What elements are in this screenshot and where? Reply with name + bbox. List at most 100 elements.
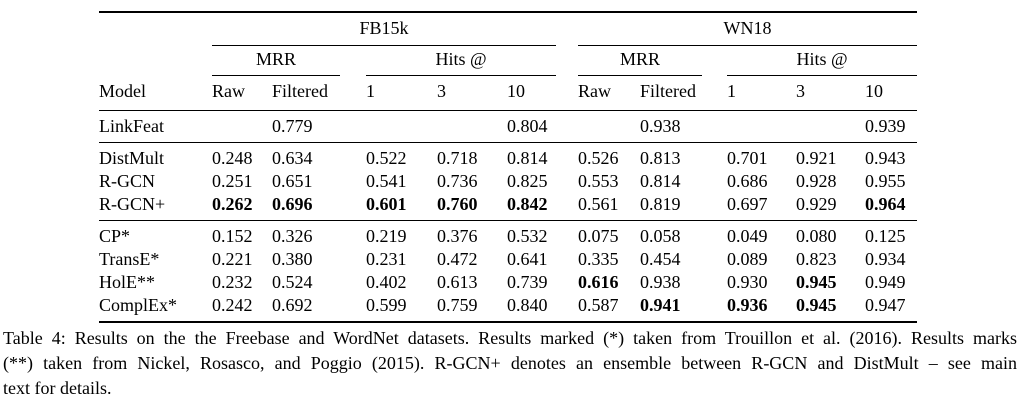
table-row: R-GCN+ 0.262 0.696 0.601 0.760 0.842 0.561 0.81…	[99, 193, 917, 221]
value-cell: 0.221	[212, 249, 253, 269]
table-row: R-GCN 0.251 0.651 0.541 0.736 0.825 0.553 0.814…	[99, 170, 917, 193]
value-cell: 0.939	[865, 110, 917, 143]
value-cell: 0.242	[212, 295, 253, 315]
value-cell: 0.335	[578, 249, 619, 269]
column-header-wn-hits1: 1	[727, 75, 796, 111]
subgroup-header-row: MRR Hits @ MRR Hits @	[99, 45, 917, 76]
value-cell: 0.825	[507, 171, 548, 191]
value-cell: 0.941	[640, 295, 681, 315]
value-cell: 0.697	[727, 193, 796, 221]
value-cell: 0.964	[865, 193, 917, 221]
column-gap	[702, 294, 727, 322]
value-cell: 0.928	[796, 171, 837, 191]
value-cell: 0.125	[865, 226, 906, 246]
subgroup-spacer	[99, 46, 212, 76]
column-gap	[556, 221, 578, 249]
column-header-row: Model Raw Filtered 1 3 10 Raw Filtered 1…	[99, 75, 917, 111]
column-header-wn-hits3: 3	[796, 75, 865, 111]
value-cell: 0.058	[640, 226, 681, 246]
model-name: DistMult	[99, 148, 165, 168]
value-cell: 0.686	[727, 171, 768, 191]
table-caption: Table 4: Results on the the Freebase and…	[3, 326, 1017, 401]
value-cell: 0.232	[212, 272, 253, 292]
group-header-fb15k: FB15k	[212, 12, 556, 46]
column-gap	[556, 75, 578, 111]
value-cell: 0.718	[437, 148, 478, 168]
value-cell: 0.739	[507, 272, 548, 292]
value-cell: 0.823	[796, 249, 837, 269]
column-gap	[340, 75, 366, 111]
column-gap	[340, 271, 366, 294]
subgroup-fb-hits: Hits @	[366, 45, 556, 76]
table-header: FB15k WN18 MRR Hits @ MRR Hits @ Model R…	[99, 12, 917, 111]
model-name: LinkFeat	[99, 110, 212, 143]
value-cell: 0.936	[727, 295, 768, 315]
column-gap	[702, 193, 727, 221]
value-cell: 0.075	[578, 226, 619, 246]
column-header-fb-hits1: 1	[366, 75, 437, 111]
value-cell: 0.522	[366, 148, 407, 168]
column-gap	[702, 221, 727, 249]
column-gap	[340, 110, 366, 143]
caption-line: (**) taken from Nickel, Rosasco, and Pog…	[3, 353, 1017, 373]
value-cell: 0.651	[272, 171, 313, 191]
value-cell: 0.814	[507, 148, 548, 168]
value-cell: 0.945	[796, 272, 837, 292]
subgroup-gap	[340, 46, 366, 76]
column-gap	[702, 248, 727, 271]
column-header-wn-raw: Raw	[578, 75, 640, 111]
value-cell: 0.819	[640, 193, 702, 221]
table-row: TransE* 0.221 0.380 0.231 0.472 0.641 0.335 0.4…	[99, 248, 917, 271]
table-row: ComplEx* 0.242 0.692 0.599 0.759 0.840 0.587 0.…	[99, 294, 917, 322]
value-cell: 0.049	[727, 226, 768, 246]
table-row: HolE** 0.232 0.524 0.402 0.613 0.739 0.616 0.93…	[99, 271, 917, 294]
column-gap	[702, 110, 727, 143]
results-table: FB15k WN18 MRR Hits @ MRR Hits @ Model R…	[99, 11, 917, 323]
subgroup-wn-hits: Hits @	[727, 45, 917, 76]
value-cell: 0.376	[437, 226, 478, 246]
value-cell: 0.616	[578, 272, 619, 292]
column-gap	[340, 248, 366, 271]
model-name: R-GCN+	[99, 193, 212, 221]
model-name: TransE*	[99, 249, 160, 269]
value-cell: 0.696	[272, 193, 340, 221]
value-cell: 0.219	[366, 226, 407, 246]
value-cell: 0.943	[865, 148, 906, 168]
value-cell: 0.541	[366, 171, 407, 191]
column-header-fb-hits3: 3	[437, 75, 507, 111]
value-cell: 0.080	[796, 226, 837, 246]
column-gap	[556, 193, 578, 221]
column-gap	[702, 143, 727, 171]
group-header-row: FB15k WN18	[99, 12, 917, 46]
value-cell: 0.736	[437, 171, 478, 191]
model-name: CP*	[99, 226, 131, 246]
value-cell: 0.472	[437, 249, 478, 269]
value-cell	[212, 110, 272, 143]
column-gap	[702, 271, 727, 294]
column-gap	[702, 75, 727, 111]
value-cell: 0.454	[640, 249, 681, 269]
group-header-spacer	[99, 12, 212, 46]
value-cell: 0.326	[272, 226, 313, 246]
column-gap	[340, 294, 366, 322]
value-cell: 0.804	[507, 110, 556, 143]
value-cell: 0.842	[507, 193, 556, 221]
value-cell: 0.251	[212, 171, 253, 191]
column-header-fb-hits10: 10	[507, 75, 556, 111]
value-cell: 0.840	[507, 295, 548, 315]
column-gap	[556, 294, 578, 322]
value-cell	[796, 110, 865, 143]
caption-line: text for details.	[3, 378, 112, 398]
column-gap	[702, 170, 727, 193]
column-gap	[340, 143, 366, 171]
value-cell: 0.380	[272, 249, 313, 269]
value-cell: 0.947	[865, 295, 906, 315]
value-cell	[437, 110, 507, 143]
group-gap	[556, 12, 578, 46]
value-cell: 0.759	[437, 295, 478, 315]
column-header-wn-hits10: 10	[865, 75, 917, 111]
column-gap	[556, 170, 578, 193]
column-gap	[556, 110, 578, 143]
column-gap	[340, 221, 366, 249]
column-header-wn-filtered: Filtered	[640, 75, 702, 111]
